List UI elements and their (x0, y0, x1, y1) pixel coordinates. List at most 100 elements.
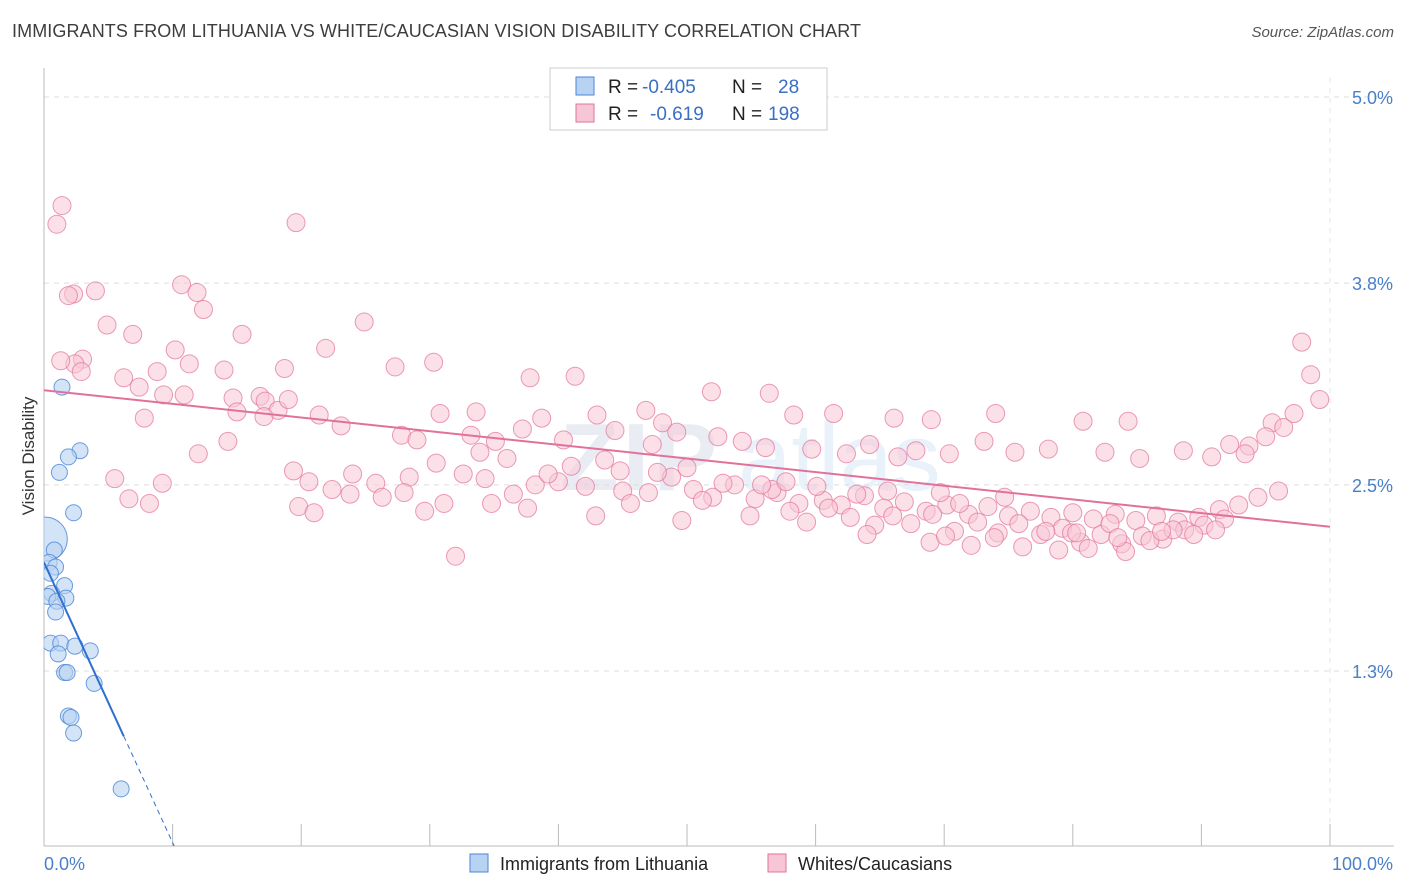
point-whites-210 (677, 458, 697, 478)
point-whites-67 (485, 431, 505, 451)
point-whites-139 (1248, 487, 1268, 507)
trend-line-lithuania (44, 561, 125, 737)
point-whites-60 (134, 408, 154, 428)
point-whites-148 (620, 493, 640, 513)
legend-r-label-2: R = (608, 104, 638, 125)
point-whites-36 (532, 408, 552, 428)
legend-n-value-1: 28 (778, 77, 799, 98)
point-whites-46 (986, 403, 1006, 423)
point-lithuania-22 (58, 664, 76, 682)
bottom-legend-swatch-pink (767, 853, 787, 873)
point-whites-94 (218, 431, 238, 451)
point-lithuania-25 (62, 709, 80, 727)
point-whites-97 (299, 472, 319, 492)
point-whites-19 (385, 357, 405, 377)
point-whites-40 (701, 382, 721, 402)
point-whites-93 (188, 444, 208, 464)
trend-lines (44, 389, 1331, 846)
point-whites-9 (97, 315, 117, 335)
point-whites-179 (1078, 538, 1098, 558)
point-whites-194 (446, 546, 466, 566)
point-whites-44 (884, 408, 904, 428)
point-whites-48 (1118, 411, 1138, 431)
point-whites-17 (214, 360, 234, 380)
point-whites-140 (1269, 481, 1289, 501)
point-whites-192 (372, 487, 392, 507)
point-whites-54 (1274, 417, 1294, 437)
point-whites-175 (961, 535, 981, 555)
point-whites-1 (47, 214, 67, 234)
point-whites-74 (732, 431, 752, 451)
point-whites-6 (172, 275, 192, 295)
x-tick-label-0: 0.0% (44, 854, 85, 874)
point-whites-33 (278, 390, 298, 410)
point-whites-102 (426, 453, 446, 473)
series-immigrants-lithuania (44, 378, 130, 798)
point-whites-90 (105, 469, 125, 489)
point-whites-13 (165, 340, 185, 360)
point-whites-144 (394, 483, 414, 503)
point-whites-24 (424, 352, 444, 372)
point-whites-34 (430, 403, 450, 423)
point-whites-27 (154, 385, 174, 405)
point-whites-214 (497, 448, 517, 468)
bottom-legend-swatch-blue (469, 853, 489, 873)
point-whites-193 (340, 484, 360, 504)
point-whites-212 (595, 450, 615, 470)
point-whites-105 (503, 484, 523, 504)
point-whites-77 (836, 444, 856, 464)
legend-r-value-1: -0.405 (642, 77, 696, 98)
x-tick-labels: 0.0% 100.0% (44, 854, 1393, 874)
point-whites-41 (759, 383, 779, 403)
point-whites-199 (1067, 523, 1087, 543)
point-whites-122 (894, 492, 914, 512)
point-whites-3 (85, 281, 105, 301)
point-whites-45 (921, 410, 941, 430)
point-whites-84 (1038, 439, 1058, 459)
point-whites-147 (586, 506, 606, 526)
point-whites-59 (71, 362, 91, 382)
point-whites-80 (906, 441, 926, 461)
point-whites-151 (740, 506, 760, 526)
point-whites-201 (1152, 521, 1172, 541)
point-whites-55 (1284, 403, 1304, 423)
source-label: Source: ZipAtlas.com (1251, 24, 1394, 41)
legend-n-value-2: 198 (768, 104, 800, 125)
point-lithuania-9 (44, 564, 59, 582)
point-lithuania-15 (47, 603, 65, 621)
chart-title: IMMIGRANTS FROM LITHUANIA VS WHITE/CAUCA… (12, 21, 862, 41)
point-whites-162 (968, 512, 988, 532)
point-whites-57 (1292, 332, 1312, 352)
point-lithuania-4 (50, 463, 68, 481)
legend-n-label-2: N = (732, 104, 762, 125)
point-whites-213 (561, 456, 581, 476)
point-whites-154 (797, 512, 817, 532)
point-whites-156 (840, 507, 860, 527)
x-tick-label-1: 100.0% (1332, 854, 1393, 874)
point-whites-14 (316, 338, 336, 358)
point-whites-149 (672, 511, 692, 531)
point-whites-7 (187, 282, 207, 302)
point-whites-18 (274, 358, 294, 378)
point-whites-20 (147, 362, 167, 382)
point-whites-158 (883, 506, 903, 526)
point-whites-42 (784, 405, 804, 425)
point-whites-110 (638, 483, 658, 503)
point-whites-153 (780, 501, 800, 521)
point-whites-95 (254, 407, 274, 427)
point-lithuania-26 (65, 724, 83, 742)
point-whites-145 (434, 493, 454, 513)
point-whites-130 (1063, 503, 1083, 523)
axes (43, 68, 1394, 847)
legend-swatch-blue (575, 76, 595, 96)
y-axis-label: Vision Disability (19, 396, 38, 515)
point-whites-21 (114, 368, 134, 388)
point-whites-56 (1301, 365, 1321, 385)
point-whites-38 (636, 400, 656, 420)
bottom-legend: Immigrants from Lithuania Whites/Caucasi… (469, 853, 952, 874)
point-whites-28 (174, 385, 194, 405)
point-whites-2 (286, 213, 306, 233)
point-whites-78 (860, 435, 880, 455)
y-tick-label-1: 2.5% (1352, 476, 1393, 496)
point-whites-146 (518, 498, 538, 518)
